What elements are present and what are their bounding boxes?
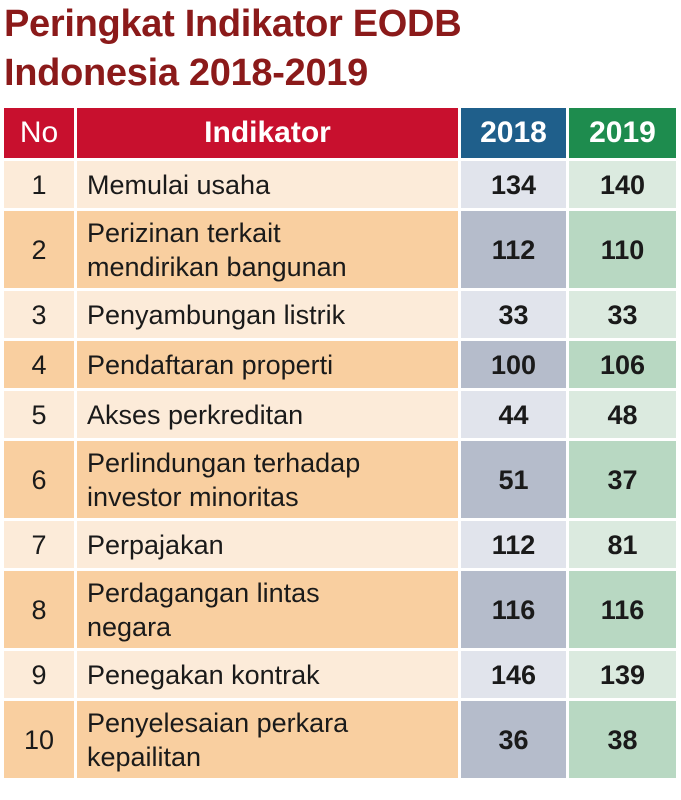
cell-2018: 51	[461, 441, 569, 521]
table-row: 2 Perizinan terkait mendirikan bangunan 112…	[4, 211, 676, 291]
header-indikator: Indikator	[77, 108, 461, 161]
indikator-line-1: Penyambungan listrik	[87, 299, 346, 330]
cell-indikator: Penyambungan listrik	[77, 291, 461, 341]
cell-indikator: Memulai usaha	[77, 161, 461, 211]
indikator-line-1: Perdagangan lintas	[87, 577, 320, 608]
title-line-1: Peringkat Indikator EODB	[4, 3, 462, 45]
cell-2018: 112	[461, 211, 569, 291]
title-line-2: Indonesia 2018-2019	[4, 52, 368, 94]
cell-indikator: Pendaftaran properti	[77, 341, 461, 391]
table-row: 7 Perpajakan 112 81	[4, 521, 676, 571]
indikator-line-2: negara	[87, 611, 172, 642]
indikator-line-2: mendirikan bangunan	[87, 251, 347, 282]
cell-2019: 110	[569, 211, 676, 291]
cell-2019: 106	[569, 341, 676, 391]
table-row: 3 Penyambungan listrik 33 33	[4, 291, 676, 341]
header-no: No	[4, 108, 77, 161]
table-row: 5 Akses perkreditan 44 48	[4, 391, 676, 441]
cell-2019: 48	[569, 391, 676, 441]
table-row: 8 Perdagangan lintas negara 116 116	[4, 571, 676, 651]
cell-2018: 134	[461, 161, 569, 211]
cell-no: 4	[4, 341, 77, 391]
cell-no: 2	[4, 211, 77, 291]
cell-indikator: Perpajakan	[77, 521, 461, 571]
cell-no: 5	[4, 391, 77, 441]
cell-no: 3	[4, 291, 77, 341]
indikator-line-1: Perpajakan	[87, 529, 224, 560]
cell-no: 7	[4, 521, 77, 571]
table-row: 4 Pendaftaran properti 100 106	[4, 341, 676, 391]
cell-2019: 37	[569, 441, 676, 521]
cell-2019: 81	[569, 521, 676, 571]
cell-2018: 100	[461, 341, 569, 391]
cell-2019: 139	[569, 651, 676, 701]
table-row: 1 Memulai usaha 134 140	[4, 161, 676, 211]
page-title: Peringkat Indikator EODB Indonesia 2018-…	[4, 0, 462, 98]
cell-2019: 38	[569, 701, 676, 781]
cell-2018: 36	[461, 701, 569, 781]
cell-2019: 33	[569, 291, 676, 341]
cell-no: 10	[4, 701, 77, 781]
cell-no: 9	[4, 651, 77, 701]
indikator-line-1: Akses perkreditan	[87, 399, 304, 430]
table-row: 6 Perlindungan terhadap investor minoritas…	[4, 441, 676, 521]
cell-indikator: Penyelesaian perkara kepailitan	[77, 701, 461, 781]
cell-indikator: Penegakan kontrak	[77, 651, 461, 701]
cell-2018: 116	[461, 571, 569, 651]
indikator-line-2: investor minoritas	[87, 481, 299, 512]
indikator-line-1: Perlindungan terhadap	[87, 447, 361, 478]
cell-no: 1	[4, 161, 77, 211]
header-2019: 2019	[569, 108, 676, 161]
cell-2019: 116	[569, 571, 676, 651]
indikator-line-2: kepailitan	[87, 741, 202, 772]
indikator-line-1: Penegakan kontrak	[87, 659, 320, 690]
cell-2019: 140	[569, 161, 676, 211]
cell-no: 8	[4, 571, 77, 651]
indikator-line-1: Memulai usaha	[87, 169, 271, 200]
cell-indikator: Perdagangan lintas negara	[77, 571, 461, 651]
indikator-line-1: Penyelesaian perkara	[87, 707, 349, 738]
cell-indikator: Perizinan terkait mendirikan bangunan	[77, 211, 461, 291]
cell-2018: 44	[461, 391, 569, 441]
cell-2018: 33	[461, 291, 569, 341]
table-row: 10 Penyelesaian perkara kepailitan 36 38	[4, 701, 676, 781]
table-row: 9 Penegakan kontrak 146 139	[4, 651, 676, 701]
table-header-row: No Indikator 2018 2019	[4, 108, 676, 161]
indikator-line-1: Pendaftaran properti	[87, 349, 334, 380]
header-2018: 2018	[461, 108, 569, 161]
cell-no: 6	[4, 441, 77, 521]
cell-2018: 146	[461, 651, 569, 701]
table-body: 1 Memulai usaha 134 140 2 Perizinan terkait me…	[4, 161, 676, 781]
eodb-table: No Indikator 2018 2019 1 Memulai usaha 134…	[4, 108, 676, 781]
cell-indikator: Akses perkreditan	[77, 391, 461, 441]
cell-2018: 112	[461, 521, 569, 571]
indikator-line-1: Perizinan terkait	[87, 217, 281, 248]
cell-indikator: Perlindungan terhadap investor minoritas	[77, 441, 461, 521]
